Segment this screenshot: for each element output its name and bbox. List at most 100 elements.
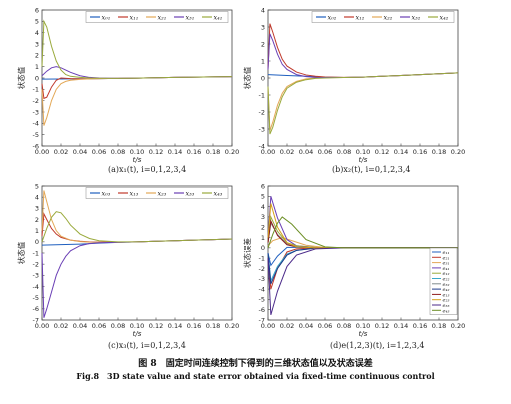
panel-a-x-tick-label: 0.04 (73, 148, 87, 156)
panel-d-y-tick-label: -4 (259, 285, 265, 293)
figure-title-cn: 图 8 固定时间连续控制下得到的三维状态值以及状态误差 (138, 359, 373, 369)
panel-d-series-line (267, 247, 458, 285)
panel-b-y-tick-label: 3 (261, 23, 265, 31)
panel-c-y-tick-label: 0 (35, 238, 39, 246)
panel-c-y-tick-label: 3 (35, 205, 39, 213)
panel-c-y-tick-label: -5 (33, 294, 39, 302)
panel-a-y-tick-label: -3 (33, 108, 39, 116)
panel-d-y-tick-label: -2 (259, 265, 265, 273)
panel-c-legend-label: x₀₃ (102, 190, 111, 198)
panel-c-y-tick-label: -2 (33, 260, 39, 268)
panel-d-y-tick-label: 4 (261, 203, 265, 211)
panel-b-x-tick-label: 0.16 (413, 148, 427, 156)
panel-a-legend-label: x₁₁ (130, 14, 139, 22)
panel-a-legend-label: x₀₁ (102, 14, 111, 22)
panel-b-series-line (267, 72, 459, 131)
panel-a-y-tick-label: 0 (35, 74, 39, 82)
panel-d-legend-label: e₄₃ (443, 308, 450, 314)
panel-d-y-tick-label: -3 (259, 275, 265, 283)
panel-b-x-tick-label: 0.14 (394, 148, 408, 156)
panel-d-caption: (d)e(1,2,3)(t), i=1,2,3,4 (330, 341, 425, 350)
panel-c-x-tick-label: 0.04 (73, 322, 87, 330)
panel-b-x-tick-label: 0.18 (432, 148, 446, 156)
panel-b-x-tick-label: 0.08 (337, 148, 351, 156)
panel-a-y-tick-label: -6 (33, 142, 39, 150)
panel-b-x-tick-label: 0.00 (261, 148, 275, 156)
panel-d-plot-frame (267, 185, 459, 321)
panel-d-x-tick-label: 0.06 (318, 322, 332, 330)
panel-d-series-line (267, 216, 458, 249)
panel-a-legend-label: x₃₁ (186, 14, 195, 22)
panel-d-x-tick-label: 0.20 (451, 322, 465, 330)
panel-d-x-tick-label: 0.18 (432, 322, 446, 330)
panel-b-x-tick-label: 0.02 (280, 148, 294, 156)
panel-b-y-tick-label: -4 (259, 142, 265, 150)
panel-a-y-tick-label: 2 (35, 52, 39, 60)
panel-d-legend-label: e₁₃ (443, 292, 450, 298)
panel-a-y-tick-label: 6 (35, 6, 39, 14)
panel-d-legend-label: e₃₁ (443, 261, 450, 267)
panel-d-x-tick-label: 0.14 (394, 322, 408, 330)
panel-d-series-line (267, 215, 458, 249)
panel-a-y-tick-label: -1 (33, 86, 39, 94)
panel-a-y-tick-label: 4 (35, 29, 39, 37)
panel-b-y-tick-label: -1 (259, 91, 265, 99)
panel-c-plot-frame (41, 185, 233, 321)
panel-b-legend-label: x₃₂ (412, 14, 421, 22)
panel-d-x-tick-label: 0.10 (356, 322, 370, 330)
panel-d-x-tick-label: 0.00 (261, 322, 275, 330)
panel-d-y-tick-label: -6 (259, 306, 265, 314)
panel-a-y-axis-label: 状态值 (16, 66, 26, 89)
panel-c-series-line (41, 211, 233, 243)
panel-d-series-line (267, 203, 458, 249)
panel-b-legend-label: x₁₂ (356, 14, 365, 22)
panel-d-y-tick-label: -7 (259, 316, 265, 324)
panel-a-y-tick-label: 5 (35, 18, 39, 26)
panel-d-y-axis-label: 状态误差 (242, 238, 252, 268)
panel-d-series-line (267, 196, 458, 249)
panel-d-x-tick-label: 0.02 (280, 322, 294, 330)
panel-c-legend-label: x₄₃ (214, 190, 223, 198)
panel-d-x-tick-label: 0.16 (413, 322, 427, 330)
panel-d-series-line (267, 247, 458, 283)
panel-a-x-tick-label: 0.12 (149, 148, 163, 156)
panel-c-y-tick-label: -1 (33, 249, 39, 257)
panel-b-x-tick-label: 0.04 (299, 148, 313, 156)
panel-c-y-tick-label: -3 (33, 272, 39, 280)
panel-b-y-axis-label: 状态值 (242, 66, 252, 89)
panel-d-legend-label: e₄₂ (443, 287, 450, 293)
panel-c-x-tick-label: 0.08 (111, 322, 125, 330)
panel-a-x-tick-label: 0.14 (168, 148, 182, 156)
panel-a-legend-label: x₂₁ (158, 14, 167, 22)
panel-d-legend-box (429, 247, 458, 315)
panel-a-y-tick-label: -2 (33, 97, 39, 105)
panel-a-legend-label: x₄₁ (214, 14, 223, 22)
panel-c-x-axis-label: t/s (133, 330, 142, 338)
panel-c-series-line (41, 238, 233, 318)
panel-b-x-tick-label: 0.06 (318, 148, 332, 156)
panel-a-x-tick-label: 0.08 (111, 148, 125, 156)
panel-b-plot-frame (267, 9, 459, 147)
panel-b-y-tick-label: 1 (261, 57, 265, 65)
panel-b-series-line (267, 23, 459, 78)
panel-a-caption: (a)x₁(t), i=0,1,2,3,4 (108, 165, 187, 174)
panel-d-series-line (267, 219, 458, 249)
panel-c-legend-label: x₂₃ (158, 190, 167, 198)
panel-d-y-tick-label: 0 (261, 244, 265, 252)
panel-d-series-line (267, 247, 458, 315)
panel-b-y-tick-label: -2 (259, 108, 265, 116)
panel-b-legend-label: x₂₂ (384, 14, 393, 22)
panel-c-x-tick-label: 0.02 (54, 322, 68, 330)
panel-a-y-tick-label: 1 (35, 63, 39, 71)
panel-b-legend-box (311, 11, 455, 23)
panel-d-legend-label: e₂₂ (443, 277, 450, 283)
panel-b-y-tick-label: 4 (261, 6, 265, 14)
panel-a-y-tick-label: -5 (33, 131, 39, 139)
panel-d-y-tick-label: -1 (259, 254, 265, 262)
panel-d-series-line (267, 221, 458, 249)
panel-c-y-tick-label: 4 (35, 193, 39, 201)
panel-b-legend-label: x₀₂ (328, 14, 337, 22)
panel-d-y-tick-label: 1 (261, 234, 265, 242)
panel-c-x-tick-label: 0.16 (187, 322, 201, 330)
